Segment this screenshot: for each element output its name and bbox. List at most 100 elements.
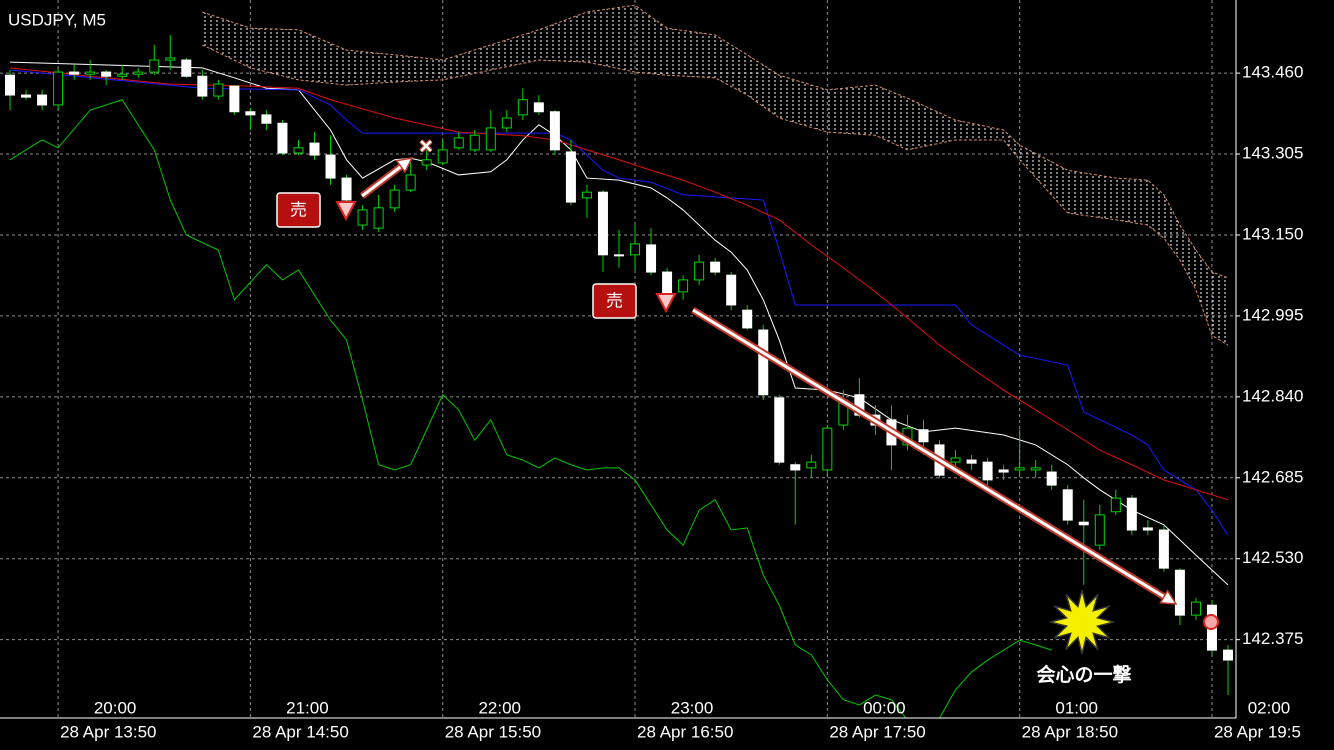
x-tick-label-upper: 01:00 [1055,698,1098,717]
candle-body [469,134,480,151]
candle-body [485,127,496,151]
arrow [692,308,1165,598]
candle-body [245,111,256,116]
plot-area [5,4,1233,718]
candle-body [181,59,192,77]
sell-label-box [276,192,321,228]
candle-body [710,261,721,273]
sell-marker [335,201,357,222]
candle-body [277,122,288,154]
sell-label: 売 [290,200,307,219]
candle-body [1222,649,1233,661]
candle-body [117,73,128,77]
sell-marker [655,293,677,314]
candle-body [5,74,16,96]
candle-body [1142,527,1153,531]
candle-body [325,154,336,179]
x-tick-label: 28 Apr 15:50 [445,722,541,741]
x-tick-label: 28 Apr 18:50 [1022,722,1118,741]
candle-body [149,59,160,73]
candle-body [405,174,416,191]
candle-body [501,117,512,129]
candle-body [918,429,929,443]
candle-body [21,94,32,98]
y-tick-label: 142.375 [1242,629,1303,648]
y-tick-label: 143.460 [1242,63,1303,82]
sell-label-box [592,283,637,319]
candle-body [1078,521,1089,526]
candle-body [1046,471,1057,486]
candle-body [998,469,1009,473]
candle-body [774,397,785,463]
x-tick-label-upper: 00:00 [863,698,906,717]
candle-body [1126,497,1137,531]
candle-body [437,149,448,164]
candle-body [197,75,208,97]
candle-body [357,209,368,226]
candle-body [293,147,304,154]
close-marker [420,140,432,152]
candle-body [646,244,657,273]
candle-body [85,71,96,75]
candle-body [742,309,753,329]
candle-body [630,243,641,256]
candle-body [565,151,576,203]
cloud-area [202,5,1228,346]
axes [0,0,1237,719]
x-tick-label: 28 Apr 17:50 [829,722,925,741]
candle-body [1158,529,1169,569]
candle-body [758,329,769,396]
candle-body [101,71,112,77]
chart-title: USDJPY, M5 [8,10,106,29]
candle-body [662,271,673,296]
callout-text: 会心の一撃 [1036,663,1131,686]
candle-body [37,94,48,106]
candle-body [966,459,977,464]
x-tick-label-upper: 20:00 [94,698,137,717]
starburst [1049,589,1115,655]
y-tick-label: 142.530 [1242,548,1303,567]
candle-body [806,461,817,469]
y-tick-label: 142.840 [1242,386,1303,405]
indicator-line [9,61,1229,586]
arrow [361,165,402,198]
y-tick-label: 143.305 [1242,144,1303,163]
candle-body [69,71,80,75]
candle-body [822,427,833,471]
arrow-head [1159,589,1178,605]
exit-marker [1203,614,1219,630]
x-tick-label: 28 Apr 16:50 [637,722,733,741]
candle-body [133,71,144,75]
x-tick-label: 28 Apr 13:50 [60,722,156,741]
candle-body [1110,497,1121,513]
candle-body [1174,569,1185,616]
indicator-line [9,99,1052,718]
candle-body [694,261,705,281]
candle-body [1094,514,1105,546]
candle-body [950,457,961,463]
candle-body [421,159,432,166]
candle-body [373,207,384,229]
candle-body [581,191,592,199]
x-tick-label-upper: 02:00 [1248,698,1291,717]
y-tick-label: 143.150 [1242,224,1303,243]
candle-body [726,274,737,306]
cloud-upper [202,4,1229,279]
x-tick-label-upper: 21:00 [286,698,329,717]
candle-body [549,111,560,151]
candle-body [53,71,64,106]
candle-body [517,99,528,116]
x-tick-label: 28 Apr 14:50 [252,722,348,741]
sell-label: 売 [606,291,623,310]
arrow-head [395,156,414,174]
candle-body [229,85,240,113]
candle-body [533,102,544,113]
indicator-line [9,69,1229,536]
candle-body [341,177,352,201]
candle-body [1014,467,1025,471]
candle-body [165,57,176,61]
x-tick-label: 28 Apr 19:5 [1214,722,1301,741]
candle-body [1030,467,1041,471]
